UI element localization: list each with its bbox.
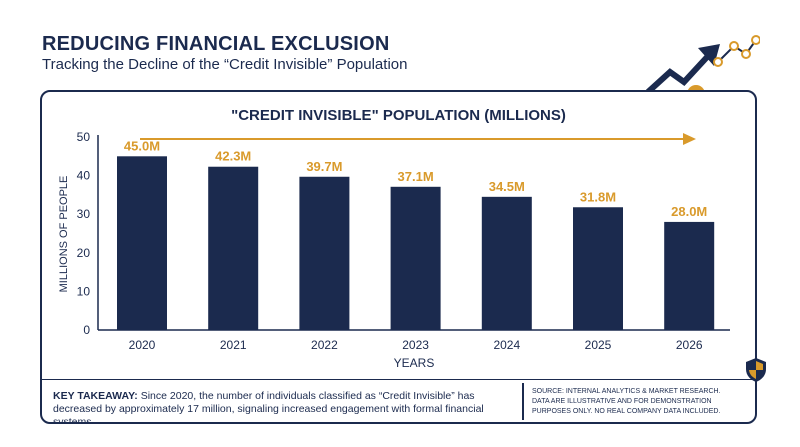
footer-divider — [522, 383, 524, 420]
key-takeaway-label: KEY TAKEAWAY: — [53, 390, 138, 402]
x-tick-label: 2024 — [493, 338, 520, 352]
source-note: SOURCE: INTERNAL ANALYTICS & MARKET RESE… — [532, 387, 747, 417]
x-tick-label: 2022 — [311, 338, 338, 352]
y-tick-label: 0 — [83, 323, 90, 337]
source-line: SOURCE: INTERNAL ANALYTICS & MARKET RESE… — [532, 388, 721, 395]
page-subtitle: Tracking the Decline of the “Credit Invi… — [42, 56, 408, 73]
footer: KEY TAKEAWAY: Since 2020, the number of … — [42, 379, 755, 424]
y-tick-label: 30 — [77, 207, 91, 221]
key-takeaway-text: Since 2020, the number of individuals cl… — [53, 390, 484, 424]
x-tick-label: 2020 — [129, 338, 156, 352]
data-label: 39.7M — [306, 159, 342, 174]
disclaimer-line: DATA ARE ILLUSTRATIVE AND FOR DEMONSTRAT… — [532, 398, 721, 415]
x-tick-label: 2023 — [402, 338, 429, 352]
x-tick-label: 2021 — [220, 338, 247, 352]
data-label: 37.1M — [398, 169, 434, 184]
chart-panel: "CREDIT INVISIBLE" POPULATION (MILLIONS)… — [40, 90, 757, 424]
shield-icon — [746, 358, 766, 382]
data-label: 28.0M — [671, 204, 707, 219]
data-label: 42.3M — [215, 149, 251, 164]
bar — [299, 176, 350, 330]
data-label: 34.5M — [489, 179, 525, 194]
y-tick-label: 20 — [77, 246, 91, 260]
bar — [573, 207, 623, 330]
chart-title: "CREDIT INVISIBLE" POPULATION (MILLIONS) — [231, 107, 566, 124]
y-tick-label: 40 — [77, 169, 91, 183]
x-axis-title: YEARS — [394, 356, 435, 370]
data-label: 45.0M — [124, 138, 160, 153]
page-title: REDUCING FINANCIAL EXCLUSION — [42, 33, 390, 55]
x-tick-label: 2025 — [585, 338, 612, 352]
bar — [481, 196, 532, 330]
bar — [117, 156, 167, 330]
bar — [390, 186, 441, 330]
bar — [208, 166, 259, 330]
key-takeaway: KEY TAKEAWAY: Since 2020, the number of … — [53, 390, 513, 424]
y-axis-title: MILLIONS OF PEOPLE — [58, 176, 70, 293]
x-tick-label: 2026 — [676, 338, 703, 352]
y-tick-label: 50 — [77, 130, 91, 144]
y-tick-label: 10 — [77, 284, 91, 298]
trend-arrow-head — [683, 133, 696, 145]
bar — [664, 221, 715, 330]
bar-chart: 0 10 20 30 40 50 45.0M 2020 42.3M 2021 39.7M 2022 37… — [58, 130, 730, 370]
data-label: 31.8M — [580, 189, 616, 204]
